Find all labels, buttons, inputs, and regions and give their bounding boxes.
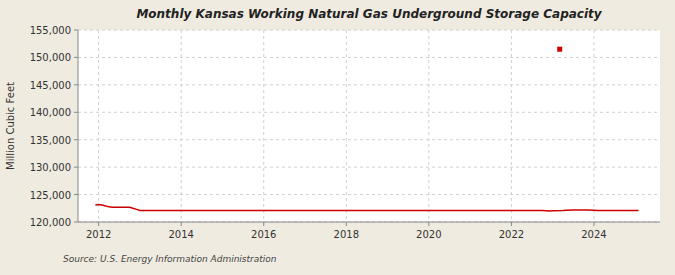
axes: 120,000 125,000 130,000 135,000 140,000 145,0… — [30, 25, 660, 240]
grid-line — [78, 112, 660, 113]
chart: 120,000 125,000 130,000 135,000 140,000 145,0… — [0, 0, 675, 275]
tick-label: 2022 — [499, 229, 524, 240]
grid-line — [78, 222, 660, 223]
grid-line — [511, 30, 512, 222]
grid-line — [593, 30, 594, 222]
grid-line — [78, 30, 660, 31]
tick-label: 2024 — [581, 229, 606, 240]
grid-line — [78, 57, 660, 58]
tick — [428, 222, 429, 226]
tick-label: 145,000 — [30, 80, 71, 91]
tick — [74, 57, 78, 58]
data — [95, 47, 638, 211]
grid-line — [181, 30, 182, 222]
grid-line — [98, 30, 99, 222]
tick — [74, 30, 78, 31]
annotation: Source: U.S. Energy Information Administ… — [63, 254, 277, 264]
grid — [78, 30, 660, 222]
tick — [74, 84, 78, 85]
tick — [74, 194, 78, 195]
title: Monthly Kansas Working Natural Gas Under… — [136, 7, 602, 21]
grid-line — [78, 84, 660, 85]
tick-label: 2018 — [334, 229, 359, 240]
tick-label: 120,000 — [30, 217, 71, 228]
tick — [74, 167, 78, 168]
tick — [74, 222, 78, 223]
tick — [263, 222, 264, 226]
tick — [511, 222, 512, 226]
tick-label: 125,000 — [30, 190, 71, 201]
x-axis — [78, 222, 660, 223]
tick-label: 140,000 — [30, 107, 71, 118]
grid-line — [78, 194, 660, 195]
grid-line — [428, 30, 429, 222]
tick-label: 2020 — [416, 229, 441, 240]
tick — [593, 222, 594, 226]
grid-line — [78, 139, 660, 140]
grid-line — [78, 167, 660, 168]
y-axis — [78, 30, 79, 222]
tick — [98, 222, 99, 226]
tick-label: 150,000 — [30, 52, 71, 63]
tick-label: 135,000 — [30, 135, 71, 146]
tick — [346, 222, 347, 226]
grid-line — [263, 30, 264, 222]
background — [0, 0, 675, 275]
line — [95, 204, 638, 211]
tick-label: 2016 — [251, 229, 276, 240]
tick — [74, 112, 78, 113]
plot-area — [78, 30, 660, 222]
marker — [557, 47, 562, 52]
tick — [181, 222, 182, 226]
tick-label: 155,000 — [30, 25, 71, 36]
grid-line — [346, 30, 347, 222]
tick — [74, 139, 78, 140]
tick-label: 2014 — [168, 229, 193, 240]
tick-label: 130,000 — [30, 162, 71, 173]
tick-label: 2012 — [86, 229, 111, 240]
y-axis-label: Million Cubic Feet — [5, 82, 16, 170]
